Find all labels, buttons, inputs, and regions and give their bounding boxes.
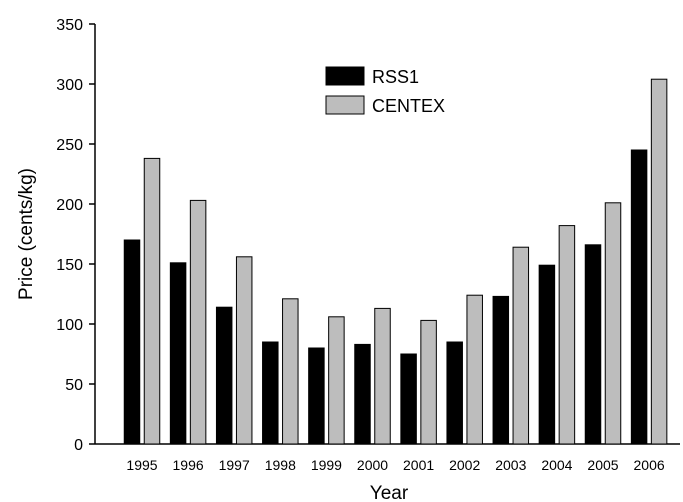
bar-centex-2000 bbox=[374, 307, 391, 445]
x-tick-label: 2000 bbox=[357, 457, 388, 473]
y-tick-label: 150 bbox=[56, 257, 83, 274]
y-tick-label: 250 bbox=[56, 137, 83, 154]
bar-rss1-2000 bbox=[354, 343, 371, 445]
y-tick-label: 200 bbox=[56, 197, 83, 214]
bar-centex-2003 bbox=[512, 246, 530, 445]
y-axis-ticks: 0 50 100 150 200 250 300 350 bbox=[56, 17, 95, 454]
legend-label-rss1: RSS1 bbox=[372, 67, 419, 87]
x-tick-label: 2005 bbox=[587, 457, 618, 473]
legend-swatch-rss1 bbox=[325, 66, 365, 86]
x-tick-label: 2006 bbox=[634, 457, 665, 473]
bar-rss1-1995 bbox=[123, 239, 141, 445]
bar-rss1-2003 bbox=[492, 295, 510, 445]
bar-rss1-1998 bbox=[262, 341, 279, 445]
x-axis-tick-labels: 1995 1996 1997 1998 1999 2000 2001 2002 2003 2004… bbox=[126, 457, 664, 473]
bars-group bbox=[123, 78, 668, 445]
x-tick-label: 1998 bbox=[265, 457, 296, 473]
legend: RSS1 CENTEX bbox=[325, 66, 445, 116]
x-tick-label: 1999 bbox=[311, 457, 342, 473]
bar-centex-2006 bbox=[650, 78, 668, 445]
bar-centex-1997 bbox=[235, 256, 253, 445]
bar-centex-1995 bbox=[143, 157, 161, 445]
x-tick-label: 2002 bbox=[449, 457, 480, 473]
bar-rss1-2006 bbox=[630, 149, 648, 445]
y-axis-title: Price (cents/kg) bbox=[16, 168, 37, 300]
y-tick-label: 50 bbox=[65, 377, 83, 394]
bar-rss1-2002 bbox=[446, 341, 463, 445]
legend-label-centex: CENTEX bbox=[372, 96, 445, 116]
bar-rss1-1999 bbox=[308, 347, 325, 445]
x-tick-label: 2001 bbox=[403, 457, 434, 473]
x-tick-label: 2003 bbox=[495, 457, 526, 473]
bar-centex-2002 bbox=[466, 294, 483, 445]
bar-rss1-2004 bbox=[538, 264, 556, 445]
x-tick-label: 1997 bbox=[219, 457, 250, 473]
bar-centex-2004 bbox=[558, 225, 576, 445]
bar-rss1-2005 bbox=[584, 244, 602, 445]
bar-centex-2005 bbox=[604, 202, 622, 445]
x-axis-title: Year bbox=[370, 483, 409, 502]
bar-rss1-1997 bbox=[215, 306, 233, 445]
bar-centex-1998 bbox=[282, 298, 299, 445]
bar-rss1-2001 bbox=[400, 353, 417, 445]
x-tick-label: 2004 bbox=[541, 457, 572, 473]
x-tick-label: 1995 bbox=[126, 457, 157, 473]
y-tick-label: 0 bbox=[74, 437, 83, 454]
bar-rss1-1996 bbox=[169, 262, 187, 445]
y-tick-label: 300 bbox=[56, 77, 83, 94]
bar-centex-2001 bbox=[420, 319, 437, 445]
y-tick-label: 350 bbox=[56, 17, 83, 34]
legend-swatch-centex bbox=[325, 95, 365, 115]
x-tick-label: 1996 bbox=[173, 457, 204, 473]
y-tick-label: 100 bbox=[56, 317, 83, 334]
bar-centex-1999 bbox=[328, 316, 345, 445]
bar-centex-1996 bbox=[189, 199, 207, 445]
